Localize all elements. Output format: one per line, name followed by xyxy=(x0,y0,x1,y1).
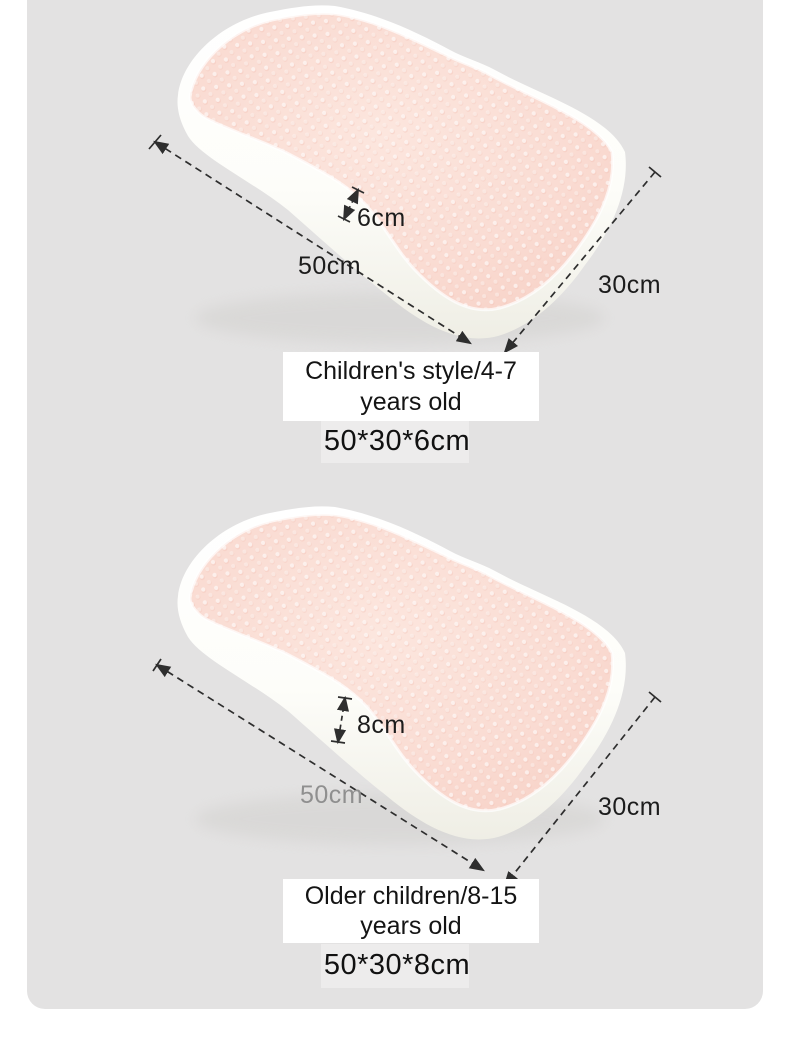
height-dimension-tick-bottom xyxy=(337,215,351,223)
size-highlight-strip xyxy=(321,421,469,463)
width-dimension-line xyxy=(503,696,656,887)
dimension-lines-older-children xyxy=(152,658,662,887)
variant-title-line1: Older children/8-15 xyxy=(304,882,518,910)
variant-size-text: 50*30*8cm xyxy=(323,949,471,981)
variant-size-text: 50*30*6cm xyxy=(323,425,471,457)
height-dimension-label: 6cm xyxy=(357,204,406,232)
pillow-scene xyxy=(148,0,662,887)
width-dimension-line xyxy=(503,171,656,354)
gray-photo-panel: 6cm 50cm 30cm Children's style/4-7 years… xyxy=(27,0,763,1009)
variant-title-line2: years old xyxy=(360,912,462,940)
length-dimension-tick xyxy=(148,134,162,150)
height-dimension-line xyxy=(333,695,350,745)
width-dimension-tick xyxy=(648,166,662,178)
length-dimension-line xyxy=(155,663,485,872)
length-dimension-label: 50cm xyxy=(300,781,364,809)
dimension-lines-children xyxy=(148,134,662,354)
width-dimension-tick xyxy=(648,691,662,703)
variant-title-line2: years old xyxy=(360,387,462,416)
length-dimension-label: 50cm xyxy=(298,252,362,280)
size-highlight-strip xyxy=(321,944,469,988)
width-dimension-label: 30cm xyxy=(598,271,662,299)
variant-title-box: Older children/8-15 years old xyxy=(283,879,539,943)
length-dimension-line xyxy=(153,140,472,345)
height-dimension-tick-top xyxy=(351,186,365,194)
height-dimension-label: 8cm xyxy=(357,711,406,739)
pillow-photo-children xyxy=(177,5,625,344)
variant-title-line1: Children's style/4-7 xyxy=(305,356,517,385)
variant-title-box: Children's style/4-7 years old xyxy=(283,352,539,421)
height-dimension-tick-top xyxy=(337,696,353,700)
width-dimension-label: 30cm xyxy=(598,793,662,821)
pillow-photo-older-children xyxy=(177,506,625,845)
height-dimension-tick-bottom xyxy=(330,740,346,744)
length-dimension-tick xyxy=(152,658,162,672)
